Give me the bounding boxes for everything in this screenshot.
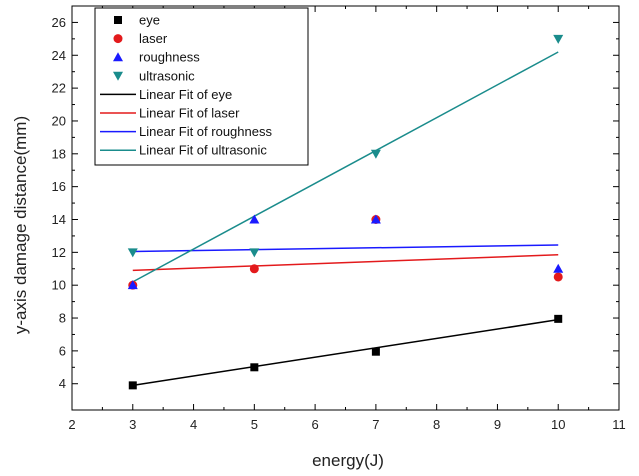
y-tick-label: 12 [52,245,66,260]
data-point-eye [128,381,137,390]
data-point-ultrasonic [127,248,138,258]
data-points [127,34,564,390]
data-point-roughness [249,214,260,224]
y-tick-label: 18 [52,146,66,161]
y-tick-label: 8 [59,311,66,326]
legend-label: Linear Fit of ultrasonic [139,143,267,158]
x-tick-label: 5 [251,417,258,432]
legend-box [94,7,309,166]
y-tick-label: 4 [59,376,66,391]
fit-line [132,318,559,387]
x-tick-label: 4 [190,417,197,432]
x-tick-label: 11 [612,417,626,432]
legend-marker [114,16,122,24]
x-tick-label: 9 [494,417,501,432]
fit-line [132,244,559,253]
legend-label: roughness [139,50,200,65]
y-tick-label: 26 [52,15,66,30]
x-tick-label: 7 [372,417,379,432]
data-point-roughness [553,263,564,273]
legend: eye laser roughness ultrasonic Linear Fit of… [94,7,309,166]
legend-marker [113,52,123,62]
y-tick-label: 16 [52,179,66,194]
y-tick-label: 14 [52,212,66,227]
data-point-laser [249,264,259,274]
y-tick-label: 20 [52,113,66,128]
legend-label: Linear Fit of roughness [139,124,272,139]
x-tick-label: 2 [68,417,75,432]
legend-label: eye [139,13,160,28]
data-point-ultrasonic [370,149,381,159]
x-tick-label: 8 [433,417,440,432]
x-tick-label: 6 [311,417,318,432]
y-tick-label: 6 [59,343,66,358]
y-axis-title: y-axis damage distance(mm) [11,116,30,334]
data-point-eye [250,363,259,372]
y-tick-label: 24 [52,48,66,63]
y-axis: 4 6 8 10 12 14 16 18 20 22 24 26 [52,15,619,391]
data-point-ultrasonic [553,34,564,44]
data-point-eye [554,314,563,323]
x-tick-label: 3 [129,417,136,432]
x-axis-title: energy(J) [312,451,384,470]
legend-label: Linear Fit of eye [139,87,232,102]
fit-line [132,51,559,283]
data-point-roughness [370,214,381,224]
data-point-ultrasonic [249,248,260,258]
y-tick-label: 22 [52,81,66,96]
x-tick-label: 10 [551,417,565,432]
fit-lines [132,51,559,387]
legend-label: ultrasonic [139,68,195,83]
legend-label: Linear Fit of laser [139,106,240,121]
data-point-laser [553,272,563,282]
data-point-roughness [127,280,138,290]
y-tick-label: 10 [52,278,66,293]
legend-marker [113,71,123,81]
legend-marker [113,34,123,44]
x-axis: 2 3 4 5 6 7 8 9 10 11 [68,6,626,432]
legend-label: laser [139,31,168,46]
fit-line [132,254,559,272]
data-point-eye [371,347,380,356]
